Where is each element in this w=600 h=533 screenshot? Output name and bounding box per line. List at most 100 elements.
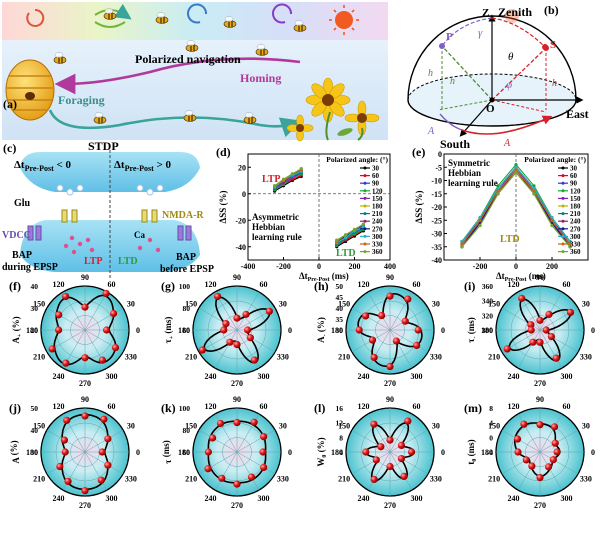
rule-line-3: learning rule [252, 232, 302, 242]
data-point [260, 463, 268, 471]
x-axis-label: ΔtPre-Post (ms) [496, 271, 546, 283]
y-tick-label: -40 [235, 243, 246, 252]
angle-label: 30 [279, 300, 287, 309]
data-point [514, 165, 518, 169]
data-point [528, 462, 536, 470]
radial-tick-label: 100 [179, 404, 191, 413]
angle-label: 270 [231, 501, 243, 510]
angle-label: 270 [79, 379, 91, 388]
angle-label: 90 [81, 273, 89, 282]
data-point [299, 166, 303, 171]
angle-label: 330 [580, 475, 592, 484]
angle-label: 240 [508, 494, 520, 503]
ltd-label: LTD [500, 234, 520, 245]
radial-tick-label: 30 [336, 326, 344, 335]
data-point [260, 433, 268, 441]
as-label: A [503, 138, 511, 149]
radial-tick-label: 360 [482, 282, 494, 291]
radial-tick-label: 4 [489, 419, 493, 428]
data-point [104, 435, 112, 443]
polar-y-label: A+ (%) [11, 316, 23, 343]
rule-line-1: Asymmetric [252, 212, 299, 222]
bap-right-label-2: before EPSP [160, 264, 214, 275]
data-point [529, 338, 537, 346]
radial-tick-label: 12 [336, 419, 344, 428]
z-label: Z [482, 7, 489, 19]
theta-label: θ [508, 51, 514, 63]
data-point [233, 418, 241, 427]
legend-title: Polarized angle: (°) [326, 155, 388, 164]
gamma-label: γ [478, 27, 483, 39]
angle-label: 240 [53, 494, 65, 503]
radial-tick-label: 50 [336, 282, 344, 291]
data-point [527, 321, 535, 329]
radial-tick-label: 80 [183, 426, 191, 435]
legend-entry: 330 [570, 241, 581, 249]
angle-label: 120 [53, 280, 65, 289]
radial-tick-label: 40 [31, 426, 39, 435]
data-point [204, 465, 212, 473]
data-point [550, 423, 559, 431]
y-tick-label: -20 [431, 203, 442, 212]
data-point [100, 415, 108, 423]
angle-label: 270 [534, 379, 546, 388]
data-point [392, 337, 400, 345]
angle-label: 240 [205, 494, 217, 503]
panel-letter: (g) [161, 279, 175, 293]
panel-letter: (j) [9, 401, 21, 415]
angle-label: 180 [481, 448, 493, 457]
angle-label: 210 [185, 353, 197, 362]
radial-tick-label: 320 [482, 311, 494, 320]
angle-label: 180 [26, 326, 38, 335]
chart-e: -40 -35 -30 -25 -20 -15 -10 -5 0 -200 0 200 ΔSS (%) Δ… [412, 145, 589, 283]
angle-label: 150 [488, 300, 500, 309]
angle-label: 270 [534, 501, 546, 510]
angle-label: 0 [441, 448, 445, 457]
angle-label: 120 [205, 402, 217, 411]
right-condition: ΔtPre-Post > 0 [114, 159, 172, 173]
panel-letter: (m) [464, 401, 482, 415]
angle-label: 330 [125, 353, 137, 362]
radial-tick-label: 8 [339, 433, 343, 442]
angle-label: 300 [106, 372, 118, 381]
data-point [242, 310, 250, 318]
polar-chart-l: 0 30 60 90 120 150 180 210 240 270 300 330 16 12 8 4 W0 … [314, 395, 445, 510]
y-tick-label: 0 [242, 190, 246, 199]
observed-point [439, 43, 445, 49]
rule-line-3: learning rule [448, 178, 498, 188]
panel-a: (a) Polarized navigation Homing Foraging [2, 2, 388, 142]
polar-chart-k: 0 30 60 90 120 150 180 210 240 270 300 330 100 80 60 τ … [161, 395, 292, 510]
data-point [514, 168, 518, 172]
y-tick-label: -35 [431, 243, 442, 252]
series-360 [273, 166, 365, 242]
legend-entry: 360 [570, 248, 581, 256]
data-point [536, 473, 544, 482]
data-point [542, 326, 550, 334]
series-line [336, 227, 364, 245]
series-300 [460, 165, 572, 244]
data-point [344, 235, 348, 240]
data-point [372, 456, 380, 464]
data-point [400, 472, 408, 480]
data-point [60, 436, 69, 444]
angle-label: 300 [258, 372, 270, 381]
panel-letter: (k) [161, 401, 176, 415]
angle-label: 0 [591, 326, 595, 335]
data-point [514, 170, 518, 175]
angle-label: 120 [53, 402, 65, 411]
radial-tick-label: 30 [31, 448, 39, 457]
data-point [496, 186, 500, 191]
s-label: S [550, 39, 556, 51]
bap-right-label: BAP [176, 252, 196, 263]
data-point [259, 448, 267, 456]
p-label: P [446, 31, 453, 43]
legend-entry: 210 [570, 210, 581, 218]
polar-y-label: A- (%) [316, 317, 328, 343]
data-point [496, 184, 500, 188]
data-point [55, 326, 63, 334]
data-point [553, 448, 561, 456]
bee-icon [103, 8, 117, 20]
angle-label: 270 [79, 501, 91, 510]
data-point [243, 326, 252, 334]
angle-label: 150 [338, 422, 350, 431]
